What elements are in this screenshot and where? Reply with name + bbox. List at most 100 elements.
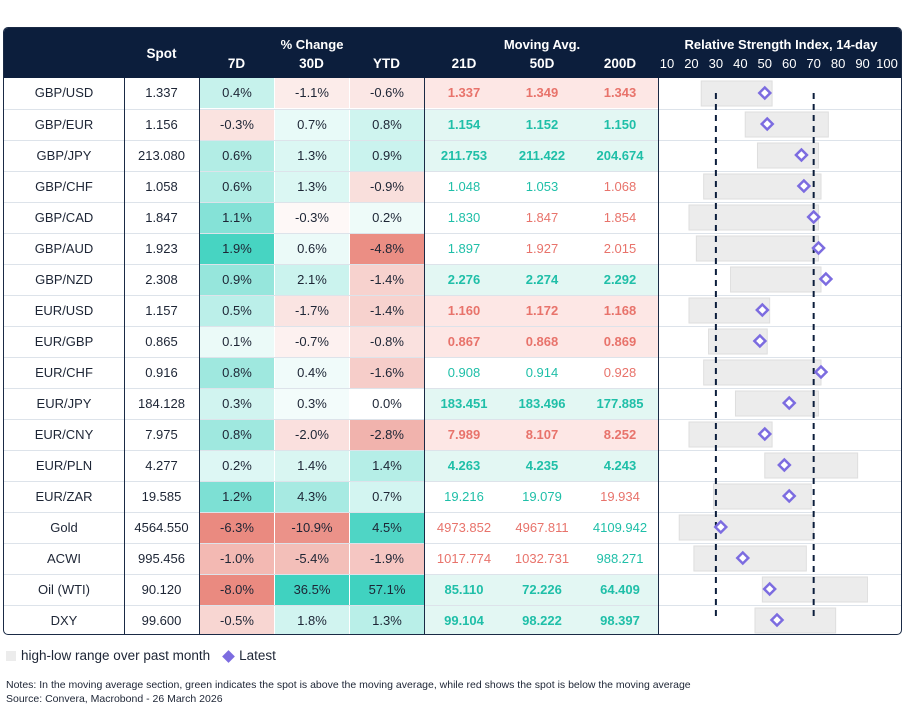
change-7d-cell: 1.2%	[200, 482, 274, 512]
moving-avg-ma50-cell: 1.172	[525, 303, 559, 318]
rsi-tick-label: 50	[757, 56, 772, 71]
ma-highlight-band	[425, 78, 658, 108]
moving-avg-ma50-cell: 1.847	[525, 210, 559, 225]
range-legend-label: high-low range over past month	[21, 648, 211, 663]
table-row: DXY 99.600 -0.5% 1.8% 1.3% 99.104 98.222 98.397	[4, 605, 901, 634]
table-header: Spot % Change 7D 30D YTD Moving Avg. 21D…	[4, 28, 901, 78]
rsi-latest-marker	[806, 209, 821, 225]
rsi-range-bar	[754, 607, 837, 634]
rsi-tick-label: 70	[806, 56, 821, 71]
spot-cell: 4564.550	[134, 520, 189, 535]
change-7d-cell: 0.6%	[200, 141, 274, 171]
moving-avg-ma200-cell: 19.934	[600, 489, 640, 504]
moving-avg-ma200-cell: 0.928	[603, 365, 637, 380]
change-7d-cell: 0.1%	[200, 327, 274, 357]
moving-avg-ma50-cell: 1.053	[525, 179, 559, 194]
notes: Notes: In the moving average section, gr…	[6, 678, 691, 706]
rsi-latest-marker	[777, 457, 792, 473]
change-30d-cell: 1.4%	[275, 451, 349, 481]
change-30d-cell: -10.9%	[275, 513, 349, 543]
moving-avg-ma200-cell: 0.869	[603, 334, 637, 349]
moving-avg-ma50-cell: 211.422	[518, 148, 566, 163]
moving-avg-ma200-cell: 4.243	[603, 458, 637, 473]
moving-avg-ma50-cell: 1.152	[525, 117, 559, 132]
spot-cell: 7.975	[145, 427, 178, 442]
rsi-latest-marker	[757, 85, 773, 101]
pair-cell: ACWI	[47, 551, 81, 566]
spot-cell: 1.156	[145, 117, 178, 132]
spot-cell: 1.337	[145, 85, 178, 100]
moving-avg-ma21-cell: 85.110	[444, 582, 484, 597]
table-row: GBP/USD 1.337 0.4% -1.1% -0.6% 1.337 1.349 1.34…	[4, 78, 901, 109]
moving-avg-ma21-cell: 2.276	[447, 272, 481, 287]
spot-cell: 213.080	[138, 148, 185, 163]
rsi-latest-marker	[781, 395, 797, 411]
rsi-range-bar	[688, 421, 773, 448]
change-7d-cell: 0.6%	[200, 172, 274, 202]
pair-cell: EUR/GBP	[34, 334, 94, 349]
notes-line: Notes: In the moving average section, gr…	[6, 679, 691, 691]
header-200d: 200D	[603, 56, 637, 71]
moving-avg-ma200-cell: 2.015	[603, 241, 637, 256]
table-row: EUR/CHF 0.916 0.8% 0.4% -1.6% 0.908 0.914 0.928	[4, 357, 901, 388]
change-7d-cell: -0.5%	[200, 606, 274, 634]
pair-cell: EUR/CHF	[35, 365, 93, 380]
change-ytd-cell: 0.2%	[350, 203, 424, 233]
moving-avg-ma200-cell: 1.168	[603, 303, 637, 318]
spot-cell: 1.157	[145, 303, 178, 318]
change-ytd-cell: 0.9%	[350, 141, 424, 171]
change-30d-cell: -1.7%	[275, 296, 349, 326]
moving-avg-ma21-cell: 1.154	[447, 117, 481, 132]
rsi-range-bar	[688, 204, 820, 231]
moving-avg-ma21-cell: 1.897	[447, 241, 481, 256]
column-divider	[424, 78, 425, 634]
moving-avg-ma21-cell: 211.753	[440, 148, 488, 163]
change-ytd-cell: -2.8%	[350, 420, 424, 450]
spot-cell: 0.865	[145, 334, 178, 349]
rsi-range-bar	[678, 514, 815, 541]
spot-cell: 0.916	[145, 365, 178, 380]
header-rsi-title: Relative Strength Index, 14-day	[684, 37, 878, 52]
rsi-tick-label: 90	[855, 56, 870, 71]
moving-avg-ma50-cell: 1032.731	[514, 551, 570, 566]
latest-legend-label: Latest	[239, 648, 276, 663]
moving-avg-ma50-cell: 4.235	[525, 458, 559, 473]
table-row: GBP/NZD 2.308 0.9% 2.1% -1.4% 2.276 2.274 2.292	[4, 264, 901, 295]
moving-avg-ma200-cell: 1.343	[603, 85, 637, 100]
change-ytd-cell: -0.8%	[350, 327, 424, 357]
table-row: GBP/AUD 1.923 1.9% 0.6% -4.8% 1.897 1.927 2.015	[4, 233, 901, 264]
pair-cell: GBP/CAD	[34, 210, 94, 225]
rsi-range-bar	[744, 111, 829, 138]
change-30d-cell: 1.8%	[275, 606, 349, 634]
header-ytd: YTD	[373, 56, 400, 71]
moving-avg-ma50-cell: 0.914	[525, 365, 559, 380]
moving-avg-ma50-cell: 98.222	[522, 613, 562, 628]
rsi-tick-label: 60	[781, 56, 797, 71]
change-30d-cell: 4.3%	[275, 482, 349, 512]
rsi-latest-marker	[769, 612, 785, 628]
header-50d: 50D	[529, 56, 555, 71]
change-30d-cell: 0.4%	[275, 358, 349, 388]
change-7d-cell: 0.2%	[200, 451, 274, 481]
moving-avg-ma50-cell: 0.868	[525, 334, 559, 349]
rsi-latest-marker	[818, 271, 834, 287]
header-moving-avg: Moving Avg.	[503, 37, 581, 52]
moving-avg-ma50-cell: 183.496	[518, 396, 566, 411]
change-30d-cell: -1.1%	[275, 78, 349, 108]
pair-cell: Oil (WTI)	[38, 582, 90, 597]
rsi-latest-marker	[762, 581, 777, 597]
rsi-tick-label: 40	[733, 56, 748, 71]
moving-avg-ma21-cell: 1.048	[447, 179, 481, 194]
pair-cell: EUR/PLN	[35, 458, 93, 473]
change-7d-cell: -8.0%	[200, 575, 274, 605]
header-30d: 30D	[299, 56, 324, 71]
ma-highlight-band	[425, 606, 658, 634]
rsi-range-bar	[734, 390, 820, 417]
rsi-latest-marker	[781, 488, 797, 504]
column-divider	[199, 78, 200, 634]
change-ytd-cell: -1.9%	[350, 544, 424, 574]
change-7d-cell: 0.8%	[200, 358, 274, 388]
spot-cell: 1.847	[145, 210, 178, 225]
header-7d: 7D	[227, 56, 246, 71]
change-7d-cell: 0.3%	[200, 389, 274, 419]
